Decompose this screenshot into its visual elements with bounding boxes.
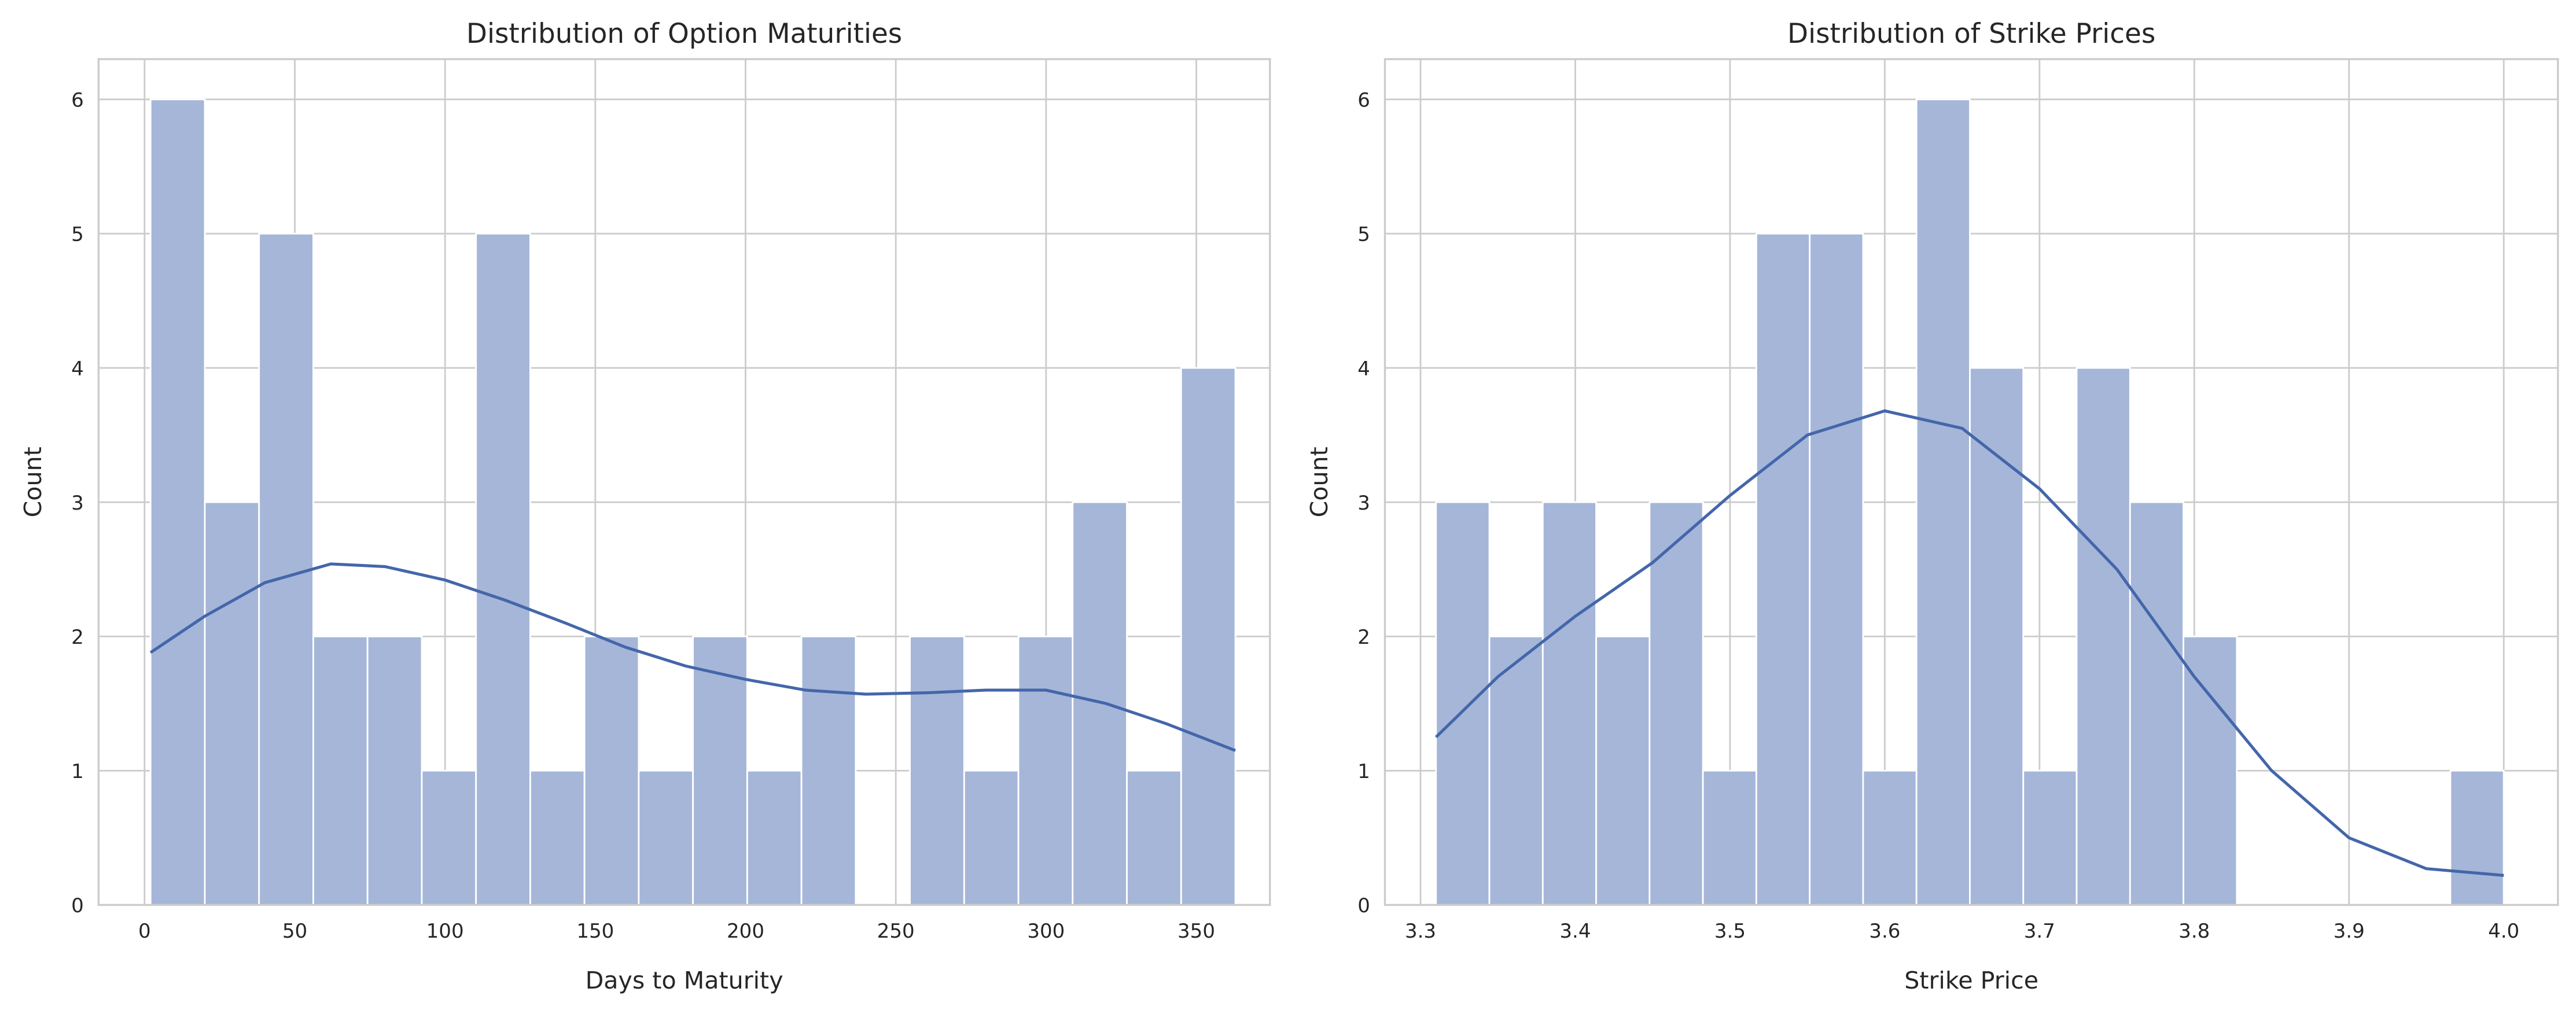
y-axis-label: Count: [19, 447, 47, 517]
x-tick-label: 4.0: [2488, 920, 2519, 943]
x-tick-label: 200: [727, 920, 764, 943]
bar: [2075, 367, 2131, 906]
bar: [204, 501, 260, 906]
bar: [2183, 635, 2238, 906]
bar: [800, 635, 857, 906]
y-tick-label: 6: [1357, 89, 1370, 112]
bar: [1541, 501, 1598, 906]
bar: [1435, 501, 1491, 906]
bar: [963, 769, 1020, 906]
x-tick-label: 300: [1027, 920, 1065, 943]
x-tick-label: 350: [1177, 920, 1215, 943]
x-tick-label: 250: [877, 920, 915, 943]
bar: [366, 635, 423, 906]
y-axis-label: Count: [1305, 447, 1333, 517]
y-tick-label: 3: [1357, 492, 1370, 515]
bar: [1180, 367, 1237, 906]
subplot: 0 1 2 3 4 5 6 3.3 3.4 3.5 3.6 3.7 3.8 3.9 4.0 Distribut…: [1305, 19, 2559, 994]
x-tick-label: 3.9: [2334, 920, 2365, 943]
bar: [1648, 501, 1704, 906]
bar: [1595, 635, 1651, 906]
x-tick-label: 3.3: [1405, 920, 1436, 943]
bar: [583, 635, 640, 906]
kde-line: [1434, 409, 2504, 877]
x-tick-label: 0: [138, 920, 151, 943]
x-axis-label: Strike Price: [1904, 967, 2038, 994]
subplot: 0 1 2 3 4 5 6 0 50 100 150 200 250 300 350 Distribution…: [19, 19, 1271, 994]
bar: [421, 769, 477, 906]
bar: [638, 769, 694, 906]
bar: [2129, 501, 2184, 906]
y-tick-label: 4: [71, 357, 84, 381]
bar: [1862, 769, 1918, 906]
y-tick-label: 6: [71, 89, 84, 112]
y-tick-label: 2: [1357, 626, 1370, 649]
bar: [2449, 769, 2505, 906]
y-tick-label: 2: [71, 626, 84, 649]
bar: [909, 635, 965, 906]
x-tick-label: 3.8: [2178, 920, 2210, 943]
kde-line: [149, 562, 1236, 752]
chart-title: Distribution of Option Maturities: [466, 19, 902, 50]
bar: [746, 769, 803, 906]
bar: [1017, 635, 1074, 906]
plot-frame: [1383, 58, 2559, 906]
bar: [475, 233, 531, 906]
y-tick-label: 3: [71, 492, 84, 515]
x-tick-label: 3.7: [2024, 920, 2055, 943]
x-axis-label: Days to Maturity: [586, 967, 783, 994]
bar: [1809, 233, 1864, 906]
y-tick-label: 0: [71, 894, 84, 917]
y-tick-label: 0: [1357, 894, 1370, 917]
x-tick-label: 100: [426, 920, 464, 943]
bar: [2022, 769, 2078, 906]
x-tick-label: 3.5: [1714, 920, 1746, 943]
y-tick-label: 5: [1357, 223, 1370, 246]
x-tick-label: 150: [576, 920, 614, 943]
bar: [149, 98, 206, 906]
chart-title: Distribution of Strike Prices: [1787, 19, 2155, 50]
bar: [258, 233, 314, 906]
y-tick-label: 5: [71, 223, 84, 246]
bar: [1915, 98, 1971, 906]
bar: [529, 769, 586, 906]
y-tick-label: 1: [1357, 760, 1370, 783]
bar: [1702, 769, 1757, 906]
bar: [692, 635, 748, 906]
x-tick-label: 3.6: [1869, 920, 1900, 943]
bar: [1755, 233, 1811, 906]
plot-frame: [97, 58, 1271, 906]
x-tick-label: 50: [282, 920, 307, 943]
y-tick-label: 4: [1357, 357, 1370, 381]
bar: [1126, 769, 1182, 906]
bar: [1969, 367, 2025, 906]
x-tick-label: 3.4: [1559, 920, 1591, 943]
bar: [312, 635, 369, 906]
y-tick-label: 1: [71, 760, 84, 783]
